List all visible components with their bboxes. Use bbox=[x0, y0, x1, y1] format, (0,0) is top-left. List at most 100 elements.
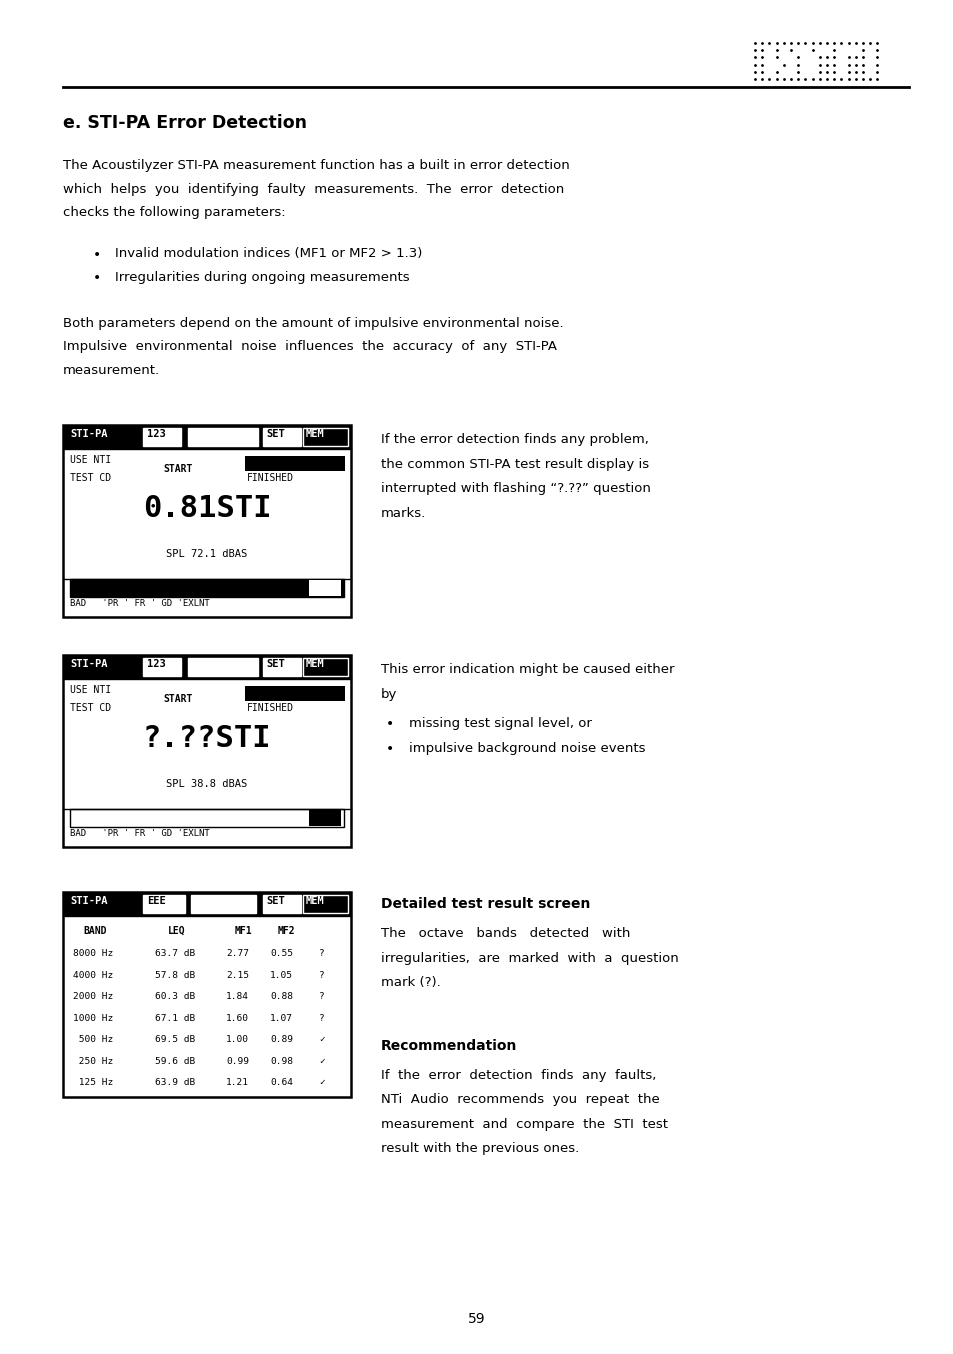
Bar bbox=[303, 658, 348, 676]
Text: The   octave   bands   detected   with: The octave bands detected with bbox=[380, 927, 630, 940]
Bar bbox=[70, 578, 344, 597]
Bar bbox=[63, 655, 351, 678]
Text: 1.21: 1.21 bbox=[226, 1078, 249, 1087]
Bar bbox=[309, 580, 340, 596]
Bar bbox=[63, 425, 351, 617]
Text: NTi  Audio  recommends  you  repeat  the: NTi Audio recommends you repeat the bbox=[380, 1093, 659, 1106]
Text: SET: SET bbox=[266, 896, 284, 906]
Text: Invalid modulation indices (MF1 or MF2 > 1.3): Invalid modulation indices (MF1 or MF2 >… bbox=[115, 248, 422, 260]
Text: STI-PA: STI-PA bbox=[70, 429, 108, 439]
Text: 0.55: 0.55 bbox=[270, 949, 293, 959]
Text: measurement  and  compare  the  STI  test: measurement and compare the STI test bbox=[380, 1117, 667, 1131]
Text: MF2: MF2 bbox=[277, 926, 295, 936]
Text: USE NTI: USE NTI bbox=[70, 455, 111, 464]
Text: which  helps  you  identifying  faulty  measurements.  The  error  detection: which helps you identifying faulty measu… bbox=[63, 183, 563, 195]
Bar bbox=[63, 655, 351, 848]
Text: 59.6 dB: 59.6 dB bbox=[154, 1056, 195, 1066]
Text: Recommendation: Recommendation bbox=[380, 1039, 517, 1052]
Bar bbox=[188, 428, 257, 445]
Text: e. STI-PA Error Detection: e. STI-PA Error Detection bbox=[63, 114, 307, 131]
Text: MEM: MEM bbox=[306, 896, 324, 906]
Text: •: • bbox=[92, 248, 101, 261]
Bar bbox=[309, 810, 340, 826]
Bar bbox=[303, 428, 348, 445]
Text: the common STI-PA test result display is: the common STI-PA test result display is bbox=[380, 458, 648, 470]
Text: BAD   'PR ' FR ' GD 'EXLNT: BAD 'PR ' FR ' GD 'EXLNT bbox=[70, 598, 210, 608]
Text: 2000 Hz: 2000 Hz bbox=[73, 992, 113, 1001]
Text: marks.: marks. bbox=[380, 506, 426, 520]
Text: If  the  error  detection  finds  any  faults,: If the error detection finds any faults, bbox=[380, 1068, 656, 1082]
Text: 63.9 dB: 63.9 dB bbox=[154, 1078, 195, 1087]
Text: 125 Hz: 125 Hz bbox=[73, 1078, 113, 1087]
Text: 1.07: 1.07 bbox=[270, 1014, 293, 1022]
Bar bbox=[191, 895, 255, 913]
Text: MEM: MEM bbox=[306, 659, 324, 669]
Text: ✓: ✓ bbox=[318, 1034, 324, 1044]
Text: mark (?).: mark (?). bbox=[380, 976, 440, 988]
Text: FINISHED: FINISHED bbox=[247, 473, 294, 483]
Text: ?: ? bbox=[318, 992, 324, 1001]
Text: 8000 Hz: 8000 Hz bbox=[73, 949, 113, 959]
Bar bbox=[63, 892, 351, 915]
Text: 2.77: 2.77 bbox=[226, 949, 249, 959]
Text: 0.98: 0.98 bbox=[270, 1056, 293, 1066]
Text: 1.05: 1.05 bbox=[270, 971, 293, 979]
Text: The Acoustilyzer STI-PA measurement function has a built in error detection: The Acoustilyzer STI-PA measurement func… bbox=[63, 158, 569, 172]
Text: FINISHED: FINISHED bbox=[247, 703, 294, 714]
Text: 1.84: 1.84 bbox=[226, 992, 249, 1001]
Bar bbox=[188, 658, 257, 676]
Text: USE NTI: USE NTI bbox=[70, 685, 111, 695]
Text: 250 Hz: 250 Hz bbox=[73, 1056, 113, 1066]
Text: •: • bbox=[92, 271, 101, 284]
Text: 0.64: 0.64 bbox=[270, 1078, 293, 1087]
Bar bbox=[63, 892, 351, 1097]
Text: irregularities,  are  marked  with  a  question: irregularities, are marked with a questi… bbox=[380, 952, 678, 964]
Text: missing test signal level, or: missing test signal level, or bbox=[409, 718, 591, 730]
Text: 123: 123 bbox=[147, 429, 166, 439]
Text: measurement.: measurement. bbox=[63, 363, 160, 376]
Bar bbox=[263, 428, 301, 445]
Text: SPL 72.1 dBAS: SPL 72.1 dBAS bbox=[166, 548, 248, 558]
Text: 63.7 dB: 63.7 dB bbox=[154, 949, 195, 959]
Text: ✓: ✓ bbox=[318, 1056, 324, 1066]
Text: 57.8 dB: 57.8 dB bbox=[154, 971, 195, 979]
Text: This error indication might be caused either: This error indication might be caused ei… bbox=[380, 663, 674, 676]
Text: 123: 123 bbox=[147, 659, 166, 669]
Text: result with the previous ones.: result with the previous ones. bbox=[380, 1141, 578, 1155]
Bar bbox=[245, 685, 345, 701]
Text: interrupted with flashing “?.??” question: interrupted with flashing “?.??” questio… bbox=[380, 482, 650, 496]
Text: ?: ? bbox=[318, 1014, 324, 1022]
Text: SPL 38.8 dBAS: SPL 38.8 dBAS bbox=[166, 779, 248, 788]
Text: STI-PA: STI-PA bbox=[70, 896, 108, 906]
Text: If the error detection finds any problem,: If the error detection finds any problem… bbox=[380, 433, 648, 445]
Bar bbox=[143, 658, 181, 676]
Text: 60.3 dB: 60.3 dB bbox=[154, 992, 195, 1001]
Text: LEQ: LEQ bbox=[168, 926, 186, 936]
Bar bbox=[263, 895, 301, 913]
Bar bbox=[143, 895, 185, 913]
Text: Irregularities during ongoing measurements: Irregularities during ongoing measuremen… bbox=[115, 271, 409, 284]
Text: EEE: EEE bbox=[147, 896, 166, 906]
Text: ?: ? bbox=[318, 949, 324, 959]
Text: BAND: BAND bbox=[83, 926, 107, 936]
Text: 1.60: 1.60 bbox=[226, 1014, 249, 1022]
Text: 0.89: 0.89 bbox=[270, 1034, 293, 1044]
Text: SET: SET bbox=[266, 659, 284, 669]
Text: SET: SET bbox=[266, 429, 284, 439]
Text: impulsive background noise events: impulsive background noise events bbox=[409, 742, 645, 754]
Bar bbox=[63, 425, 351, 448]
Text: 0.81STI: 0.81STI bbox=[143, 494, 271, 523]
Text: by: by bbox=[380, 688, 397, 700]
Text: 0.99: 0.99 bbox=[226, 1056, 249, 1066]
Text: TEST CD: TEST CD bbox=[70, 473, 111, 483]
Text: 0.88: 0.88 bbox=[270, 992, 293, 1001]
Text: 67.1 dB: 67.1 dB bbox=[154, 1014, 195, 1022]
Text: 69.5 dB: 69.5 dB bbox=[154, 1034, 195, 1044]
Text: Both parameters depend on the amount of impulsive environmental noise.: Both parameters depend on the amount of … bbox=[63, 317, 563, 329]
Text: •: • bbox=[386, 718, 394, 731]
Bar bbox=[245, 455, 345, 471]
Text: START: START bbox=[163, 463, 193, 474]
Text: 4000 Hz: 4000 Hz bbox=[73, 971, 113, 979]
Text: 59: 59 bbox=[468, 1312, 485, 1326]
Text: 2.15: 2.15 bbox=[226, 971, 249, 979]
